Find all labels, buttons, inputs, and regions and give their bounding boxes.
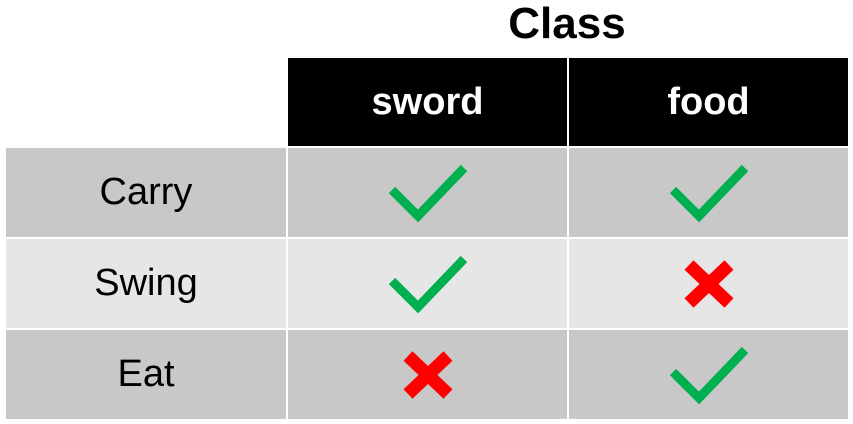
cell-eat-food — [569, 330, 848, 419]
cell-carry-food — [569, 148, 848, 237]
check-icon — [386, 253, 470, 315]
cell-eat-sword — [288, 330, 567, 419]
column-header-sword: sword — [288, 58, 567, 146]
check-icon — [667, 162, 751, 224]
row-label-swing: Swing — [6, 239, 286, 328]
table-title: Class — [508, 0, 626, 48]
check-icon — [386, 162, 470, 224]
cell-swing-food — [569, 239, 848, 328]
row-label-eat: Eat — [6, 330, 286, 419]
cell-swing-sword — [288, 239, 567, 328]
check-icon — [667, 344, 751, 406]
cross-icon — [682, 258, 736, 310]
cross-icon — [401, 349, 455, 401]
column-header-food: food — [569, 58, 848, 146]
cell-carry-sword — [288, 148, 567, 237]
row-label-carry: Carry — [6, 148, 286, 237]
